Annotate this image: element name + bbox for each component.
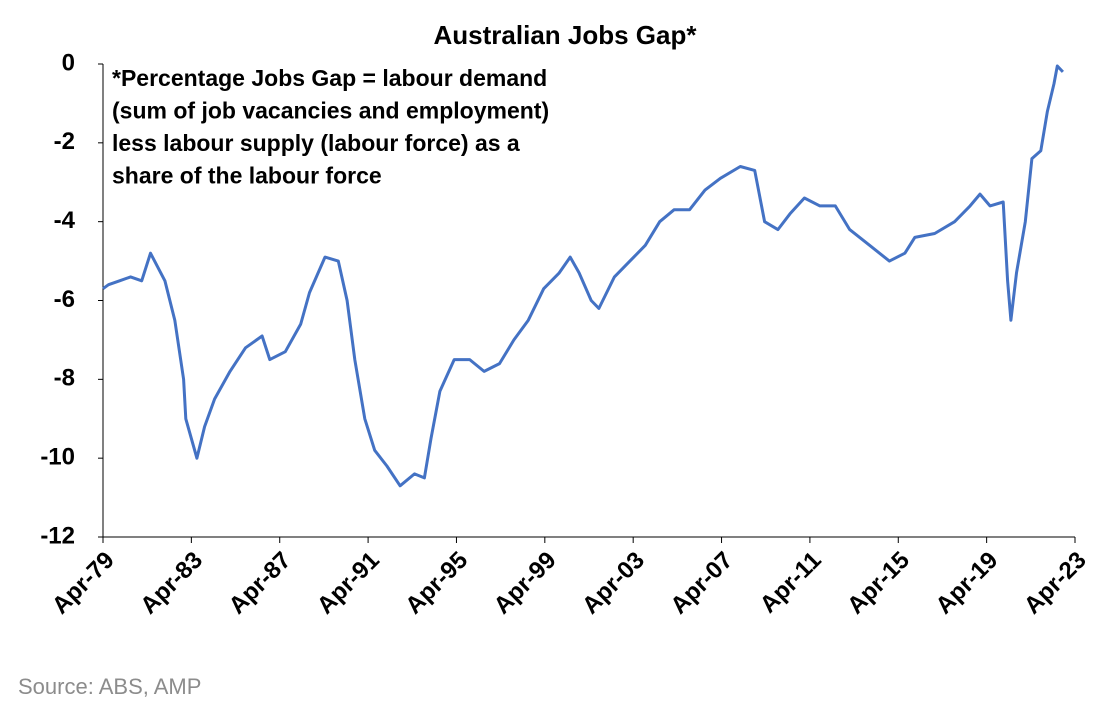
x-tick-label: Apr-15 bbox=[842, 547, 915, 620]
annotation-line: *Percentage Jobs Gap = labour demand bbox=[112, 65, 547, 91]
annotation-line: share of the labour force bbox=[112, 163, 382, 189]
x-tick-label: Apr-19 bbox=[931, 547, 1004, 620]
x-tick-label: Apr-99 bbox=[489, 547, 562, 620]
y-tick-label: -8 bbox=[54, 365, 75, 392]
y-tick-label: -6 bbox=[54, 286, 75, 313]
y-tick-label: -4 bbox=[54, 207, 76, 234]
y-tick-label: -10 bbox=[40, 444, 75, 471]
x-tick-label: Apr-07 bbox=[665, 547, 738, 620]
x-tick-label: Apr-91 bbox=[312, 547, 385, 620]
x-tick-label: Apr-83 bbox=[135, 547, 208, 620]
y-tick-label: -2 bbox=[54, 128, 75, 155]
annotation-line: less labour supply (labour force) as a bbox=[112, 130, 520, 156]
x-tick-label: Apr-23 bbox=[1019, 547, 1092, 620]
x-tick-label: Apr-79 bbox=[47, 547, 120, 620]
x-tick-label: Apr-11 bbox=[755, 547, 827, 619]
x-tick-label: Apr-03 bbox=[577, 547, 650, 620]
source-note: Source: ABS, AMP bbox=[18, 674, 201, 699]
y-tick-label: -12 bbox=[40, 522, 75, 549]
data-line bbox=[102, 64, 1064, 488]
annotation-line: (sum of job vacancies and employment) bbox=[112, 98, 549, 124]
chart-title: Australian Jobs Gap* bbox=[434, 20, 698, 50]
y-tick-label: 0 bbox=[62, 49, 75, 76]
x-tick-label: Apr-87 bbox=[224, 547, 297, 620]
x-tick-label: Apr-95 bbox=[400, 547, 473, 620]
